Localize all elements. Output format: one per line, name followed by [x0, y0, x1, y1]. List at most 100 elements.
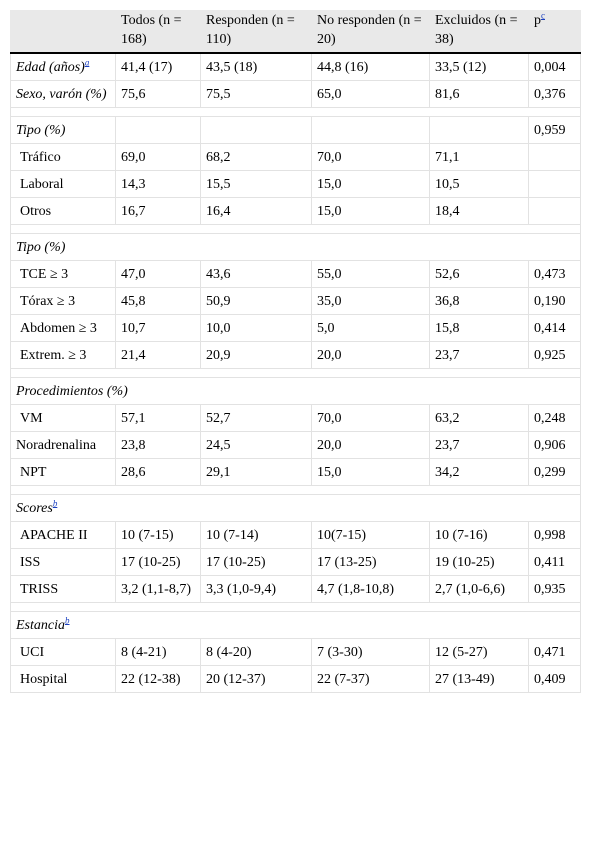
footnote-link-b[interactable]: b — [65, 615, 70, 626]
no-responden-cell: 70,0 — [311, 143, 430, 171]
responden-cell: 43,5 (18) — [200, 52, 312, 81]
header-row: Todos (n = 168) Responden (n = 110) No r… — [10, 10, 581, 54]
section-label: Tipo (%) — [16, 123, 66, 138]
section-label: Sexo, varón (%) — [16, 87, 107, 102]
table-row: UCI 8 (4-21) 8 (4-20) 7 (3-30) 12 (5-27) 0,47… — [10, 638, 581, 666]
todos-cell: 57,1 — [115, 404, 201, 432]
todos-cell — [115, 116, 201, 144]
excluidos-cell: 81,6 — [429, 80, 529, 108]
table-row: Tipo (%) — [10, 233, 581, 261]
no-responden-cell: 20,0 — [311, 431, 430, 459]
excluidos-cell: 34,2 — [429, 458, 529, 486]
excluidos-cell: 10 (7-16) — [429, 521, 529, 549]
spacer-row — [10, 485, 581, 495]
responden-cell: 50,9 — [200, 287, 312, 315]
p-value-cell — [528, 143, 581, 171]
spacer-cell — [10, 224, 581, 234]
no-responden-cell: 7 (3-30) — [311, 638, 430, 666]
no-responden-cell: 70,0 — [311, 404, 430, 432]
no-responden-cell: 4,7 (1,8-10,8) — [311, 575, 430, 603]
table-row: VM 57,1 52,7 70,0 63,2 0,248 — [10, 404, 581, 432]
spacer-row — [10, 107, 581, 117]
responden-cell: 17 (10-25) — [200, 548, 312, 576]
excluidos-cell: 23,7 — [429, 431, 529, 459]
todos-cell: 10 (7-15) — [115, 521, 201, 549]
no-responden-cell: 15,0 — [311, 197, 430, 225]
section-label: Tipo (%) — [16, 240, 66, 255]
todos-cell: 23,8 — [115, 431, 201, 459]
excluidos-cell — [429, 116, 529, 144]
table-row: Estanciab — [10, 611, 581, 639]
p-value-cell: 0,190 — [528, 287, 581, 315]
todos-cell: 17 (10-25) — [115, 548, 201, 576]
section-label-cell: Tipo (%) — [10, 116, 116, 144]
table-row: APACHE II 10 (7-15) 10 (7-14) 10(7-15) 10 (7… — [10, 521, 581, 549]
responden-cell: 68,2 — [200, 143, 312, 171]
footnote-link-a[interactable]: a — [84, 57, 90, 68]
table-row: NPT 28,6 29,1 15,0 34,2 0,299 — [10, 458, 581, 486]
table-row: Tráfico 69,0 68,2 70,0 71,1 — [10, 143, 581, 171]
header-cell-no-responden: No responden (n = 20) — [311, 10, 430, 54]
responden-cell: 75,5 — [200, 80, 312, 108]
no-responden-cell: 22 (7-37) — [311, 665, 430, 693]
table-container: Todos (n = 168) Responden (n = 110) No r… — [10, 10, 581, 693]
section-label-cell: Procedimientos (%) — [10, 377, 581, 405]
excluidos-cell: 71,1 — [429, 143, 529, 171]
row-label: VM — [10, 404, 116, 432]
section-label: Procedimientos (%) — [16, 384, 128, 399]
excluidos-cell: 2,7 (1,0-6,6) — [429, 575, 529, 603]
responden-cell: 10,0 — [200, 314, 312, 342]
responden-cell: 16,4 — [200, 197, 312, 225]
responden-cell: 15,5 — [200, 170, 312, 198]
excluidos-cell: 12 (5-27) — [429, 638, 529, 666]
p-value-cell — [528, 197, 581, 225]
todos-cell: 22 (12-38) — [115, 665, 201, 693]
excluidos-cell: 63,2 — [429, 404, 529, 432]
row-label: Tráfico — [10, 143, 116, 171]
responden-cell: 52,7 — [200, 404, 312, 432]
footnote-link-c[interactable]: c — [541, 10, 545, 21]
table-row: Extrem. ≥ 3 21,4 20,9 20,0 23,7 0,925 — [10, 341, 581, 369]
header-cell-responden: Responden (n = 110) — [200, 10, 312, 54]
row-label: UCI — [10, 638, 116, 666]
section-label-cell: Estanciab — [10, 611, 581, 639]
table-row: Abdomen ≥ 3 10,7 10,0 5,0 15,8 0,414 — [10, 314, 581, 342]
excluidos-cell: 36,8 — [429, 287, 529, 315]
p-value-cell: 0,004 — [528, 52, 581, 81]
row-label: Abdomen ≥ 3 — [10, 314, 116, 342]
p-value-cell: 0,925 — [528, 341, 581, 369]
no-responden-cell: 44,8 (16) — [311, 52, 430, 81]
section-label-cell: Sexo, varón (%) — [10, 80, 116, 108]
header-cell-excluidos: Excluidos (n = 38) — [429, 10, 529, 54]
responden-cell: 10 (7-14) — [200, 521, 312, 549]
excluidos-cell: 19 (10-25) — [429, 548, 529, 576]
todos-cell: 3,2 (1,1-8,7) — [115, 575, 201, 603]
p-value-cell: 0,473 — [528, 260, 581, 288]
no-responden-cell: 65,0 — [311, 80, 430, 108]
todos-cell: 69,0 — [115, 143, 201, 171]
excluidos-cell: 52,6 — [429, 260, 529, 288]
no-responden-cell: 5,0 — [311, 314, 430, 342]
excluidos-cell: 33,5 (12) — [429, 52, 529, 81]
table-header: Todos (n = 168) Responden (n = 110) No r… — [10, 10, 581, 54]
table-row: TRISS 3,2 (1,1-8,7) 3,3 (1,0-9,4) 4,7 (1,8-… — [10, 575, 581, 603]
row-label: Extrem. ≥ 3 — [10, 341, 116, 369]
responden-cell: 29,1 — [200, 458, 312, 486]
p-value-cell: 0,409 — [528, 665, 581, 693]
footnote-link-b[interactable]: b — [52, 498, 58, 509]
section-label-cell: Tipo (%) — [10, 233, 581, 261]
spacer-cell — [10, 485, 581, 495]
no-responden-cell: 15,0 — [311, 458, 430, 486]
table-row: Sexo, varón (%) 75,6 75,5 65,0 81,6 0,376 — [10, 80, 581, 108]
excluidos-cell: 15,8 — [429, 314, 529, 342]
p-value-cell: 0,959 — [528, 116, 581, 144]
row-label: APACHE II — [10, 521, 116, 549]
todos-cell: 45,8 — [115, 287, 201, 315]
todos-cell: 21,4 — [115, 341, 201, 369]
responden-cell: 43,6 — [200, 260, 312, 288]
no-responden-cell — [311, 116, 430, 144]
todos-cell: 47,0 — [115, 260, 201, 288]
p-value-cell: 0,935 — [528, 575, 581, 603]
section-label: Estancia — [16, 618, 65, 633]
p-value-cell: 0,248 — [528, 404, 581, 432]
